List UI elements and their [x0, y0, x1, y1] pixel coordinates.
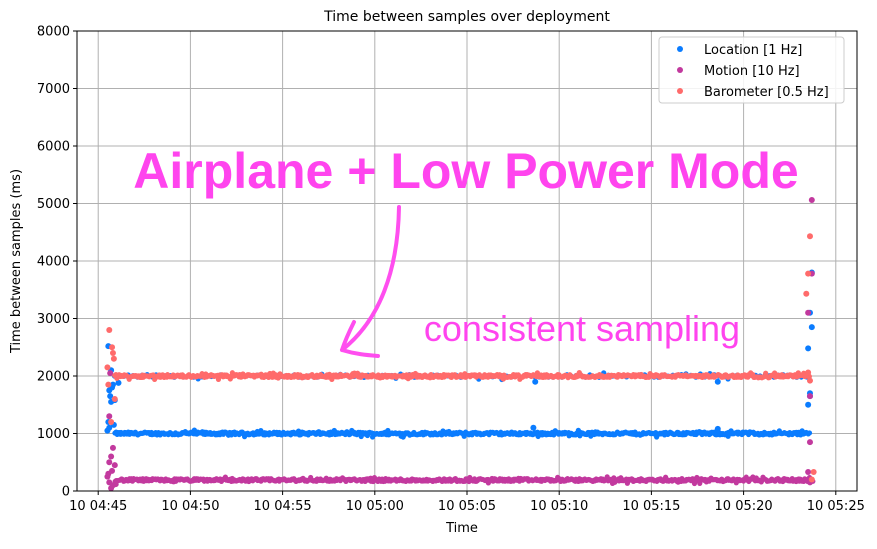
data-point	[532, 378, 539, 385]
data-point	[112, 481, 119, 488]
y-axis-label: Time between samples (ms)	[9, 169, 24, 354]
data-point	[808, 197, 815, 204]
series-barometer	[104, 233, 817, 483]
data-point	[805, 401, 812, 408]
data-point	[105, 381, 112, 388]
legend-label-motion: Motion [10 Hz]	[704, 64, 800, 79]
y-tick-label: 2000	[37, 370, 70, 385]
data-point	[107, 393, 114, 400]
y-tick-label: 0	[62, 485, 70, 500]
data-point	[106, 413, 113, 420]
data-point	[805, 469, 812, 476]
y-tick-label: 6000	[37, 140, 70, 155]
data-point	[805, 345, 812, 352]
x-tick-label: 10 04:45	[69, 499, 127, 514]
y-tick-label: 8000	[37, 25, 70, 40]
annotation-headline: Airplane + Low Power Mode	[133, 143, 798, 199]
x-axis-label: Time	[445, 521, 478, 536]
data-point	[111, 462, 118, 469]
x-tick-label: 10 05:20	[715, 499, 773, 514]
x-tick-label: 10 05:25	[807, 499, 865, 514]
data-point	[806, 439, 813, 446]
x-tick-label: 10 04:55	[254, 499, 312, 514]
legend-box	[658, 36, 845, 104]
data-point	[108, 453, 115, 460]
data-point	[108, 419, 115, 425]
x-tick-label: 10 05:10	[530, 499, 588, 514]
data-point	[104, 473, 111, 480]
data-points	[104, 197, 817, 492]
x-tick-label: 10 05:00	[346, 499, 404, 514]
data-point	[714, 425, 721, 432]
annotation-note: consistent sampling	[424, 308, 740, 349]
x-axis: 10 04:45 10 04:50 10 04:55 10 05:00 10 05:05…	[69, 491, 865, 514]
data-point	[104, 364, 111, 371]
data-point	[806, 233, 813, 240]
x-tick-label: 10 05:05	[438, 499, 496, 514]
y-tick-label: 1000	[37, 427, 70, 442]
data-point	[107, 370, 114, 377]
data-point	[109, 350, 116, 356]
data-point	[110, 355, 117, 362]
data-point	[108, 485, 115, 492]
data-point	[805, 309, 812, 316]
series-motion	[104, 197, 816, 492]
data-point	[810, 469, 817, 476]
chart-title: Time between samples over deployment	[323, 9, 610, 25]
data-point	[714, 378, 721, 385]
legend-label-barometer: Barometer [0.5 Hz]	[704, 85, 829, 100]
data-point	[806, 430, 813, 436]
data-point	[115, 379, 122, 386]
data-point	[106, 327, 113, 333]
legend-marker-location	[677, 46, 683, 52]
y-tick-label: 4000	[37, 255, 70, 270]
data-point	[109, 444, 116, 451]
data-point	[111, 396, 118, 402]
legend: Location [1 Hz] Motion [10 Hz] Barometer…	[658, 36, 845, 104]
legend-marker-barometer	[677, 88, 683, 94]
data-point	[806, 377, 813, 384]
data-point	[805, 369, 812, 376]
data-point	[803, 290, 810, 297]
data-point	[808, 324, 815, 331]
x-tick-label: 10 05:15	[622, 499, 680, 514]
legend-marker-motion	[677, 67, 683, 73]
data-point	[109, 344, 116, 351]
data-point	[530, 424, 537, 431]
y-tick-label: 3000	[37, 312, 70, 327]
data-point	[106, 459, 113, 466]
data-point	[806, 393, 813, 400]
y-tick-label: 5000	[37, 197, 70, 212]
data-point	[104, 427, 111, 434]
data-point	[808, 476, 815, 483]
x-tick-label: 10 04:50	[161, 499, 219, 514]
y-tick-label: 7000	[37, 82, 70, 97]
legend-label-location: Location [1 Hz]	[704, 43, 802, 58]
data-point	[697, 480, 703, 486]
annotation-arrow	[340, 205, 401, 358]
y-axis: 0 1000 2000 3000 4000 5000 6000 7000 8000	[37, 25, 77, 500]
data-point	[805, 270, 812, 277]
